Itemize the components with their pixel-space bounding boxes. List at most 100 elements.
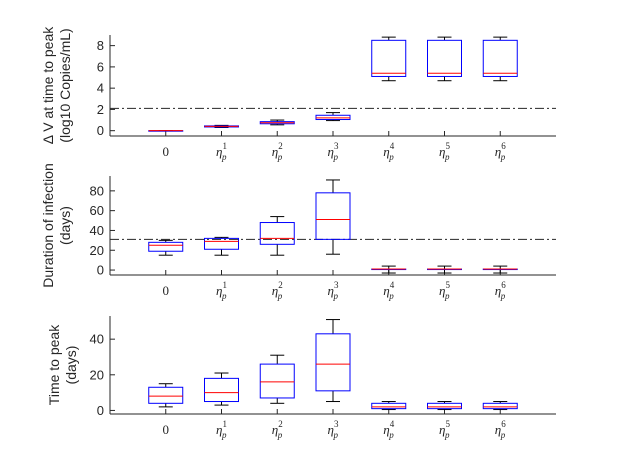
x-tick-label-base: 0 [163,144,170,159]
y-axis-label-line: Duration of infection [40,163,56,288]
x-tick-label-superscript: 3 [334,419,339,429]
x-tick-label-superscript: 1 [222,280,227,290]
x-tick-label-base: η [216,422,222,437]
boxplot-6 [427,401,462,411]
x-tick-label-superscript: 4 [390,419,395,429]
x-tick-label-base: η [328,283,334,298]
boxplot-6 [427,36,462,82]
boxplot-3 [259,216,295,256]
x-tick-label: η3 p [328,141,339,162]
x-tick-label-base: η [495,422,501,437]
x-tick-label: η6 p [495,141,506,162]
x-tick-label: η1 p [216,419,227,440]
x-tick-label: η2 p [272,141,283,162]
x-tick-label: 0 [163,422,170,437]
iqr-box [259,222,295,245]
x-tick-label-superscript: 6 [501,419,506,429]
x-tick-label: η4 p [383,280,394,301]
x-tick-label-base: η [272,283,278,298]
x-tick-label-subscript: p [332,291,338,301]
iqr-box [204,377,239,403]
x-tick-label-superscript: 5 [445,419,450,429]
x-tick-label-subscript: p [444,291,450,301]
x-tick-label-superscript: 2 [278,419,283,429]
x-tick-label-subscript: p [221,291,227,301]
x-tick-label: 0 [163,144,170,159]
x-tick-label-subscript: p [332,152,338,162]
x-tick-label-base: η [439,283,445,298]
boxplot-1 [148,239,184,256]
boxplot-7 [482,401,518,411]
x-tick-label-superscript: 2 [278,141,283,151]
x-tick-label-base: η [216,144,222,159]
x-tick-label-subscript: p [388,430,394,440]
x-tick-label: 0 [163,283,170,298]
iqr-box [204,237,239,250]
y-tick-label: 80 [90,183,104,198]
y-axis-label-line: (log10 Copies/mL) [57,28,73,142]
y-tick-label: 20 [90,243,104,258]
x-tick-label-superscript: 4 [390,141,395,151]
y-tick-label: 6 [97,59,104,74]
iqr-box [148,386,184,404]
x-tick-label: η2 p [272,419,283,440]
boxplot-1 [148,130,184,132]
y-axis-label: Time to peak(days) [46,324,79,405]
x-tick-label-subscript: p [221,430,227,440]
iqr-box [427,39,462,77]
x-tick-label-subscript: p [444,430,450,440]
x-tick-label-superscript: 3 [334,141,339,151]
y-tick-label: 0 [97,403,104,418]
iqr-box [315,114,351,121]
y-axis-label: Duration of infection(days) [40,163,73,288]
y-axis-label-line: Δ V at time to peak [40,26,56,145]
x-tick-label-superscript: 6 [501,280,506,290]
x-tick-label: η5 p [439,141,450,162]
iqr-box [427,402,462,410]
x-tick-label: η2 p [272,280,283,301]
boxplot-3 [259,354,295,404]
x-tick-label-base: η [272,422,278,437]
iqr-box [148,241,184,252]
x-tick-label-subscript: p [277,430,283,440]
x-tick-label: η6 p [495,419,506,440]
x-tick-label-subscript: p [277,152,283,162]
x-tick-label-subscript: p [388,152,394,162]
x-tick-label-subscript: p [444,152,450,162]
x-tick-label-base: η [495,283,501,298]
x-tick-label-subscript: p [500,291,506,301]
x-tick-label-base: η [328,144,334,159]
x-tick-label-superscript: 5 [445,280,450,290]
y-axis-label: Δ V at time to peak(log10 Copies/mL) [40,26,73,145]
x-tick-label-superscript: 1 [222,419,227,429]
x-tick-label-base: η [383,144,389,159]
y-axis-label-line: (days) [57,206,73,245]
boxplot-5 [371,36,407,82]
x-tick-label: η1 p [216,141,227,162]
iqr-box [259,363,295,399]
x-tick-label-subscript: p [500,152,506,162]
x-tick-label-base: η [439,144,445,159]
x-tick-label: η5 p [439,280,450,301]
x-tick-label-base: η [495,144,501,159]
y-tick-label: 2 [97,102,104,117]
iqr-box [315,333,351,392]
x-tick-label-base: 0 [163,422,170,437]
y-axis-label-line: Time to peak [46,324,62,405]
y-tick-label: 0 [97,263,104,278]
x-tick-label-superscript: 4 [390,280,395,290]
x-tick-label-subscript: p [332,430,338,440]
x-tick-label-superscript: 2 [278,280,283,290]
y-axis-label-line: (days) [63,346,79,385]
iqr-box [371,39,407,77]
x-tick-label-base: η [216,283,222,298]
iqr-box [315,192,351,240]
boxplot-1 [148,383,184,408]
x-tick-label: η5 p [439,419,450,440]
boxplot-3 [259,119,295,126]
iqr-box [482,39,518,77]
x-tick-label: η4 p [383,141,394,162]
x-tick-label-base: η [272,144,278,159]
